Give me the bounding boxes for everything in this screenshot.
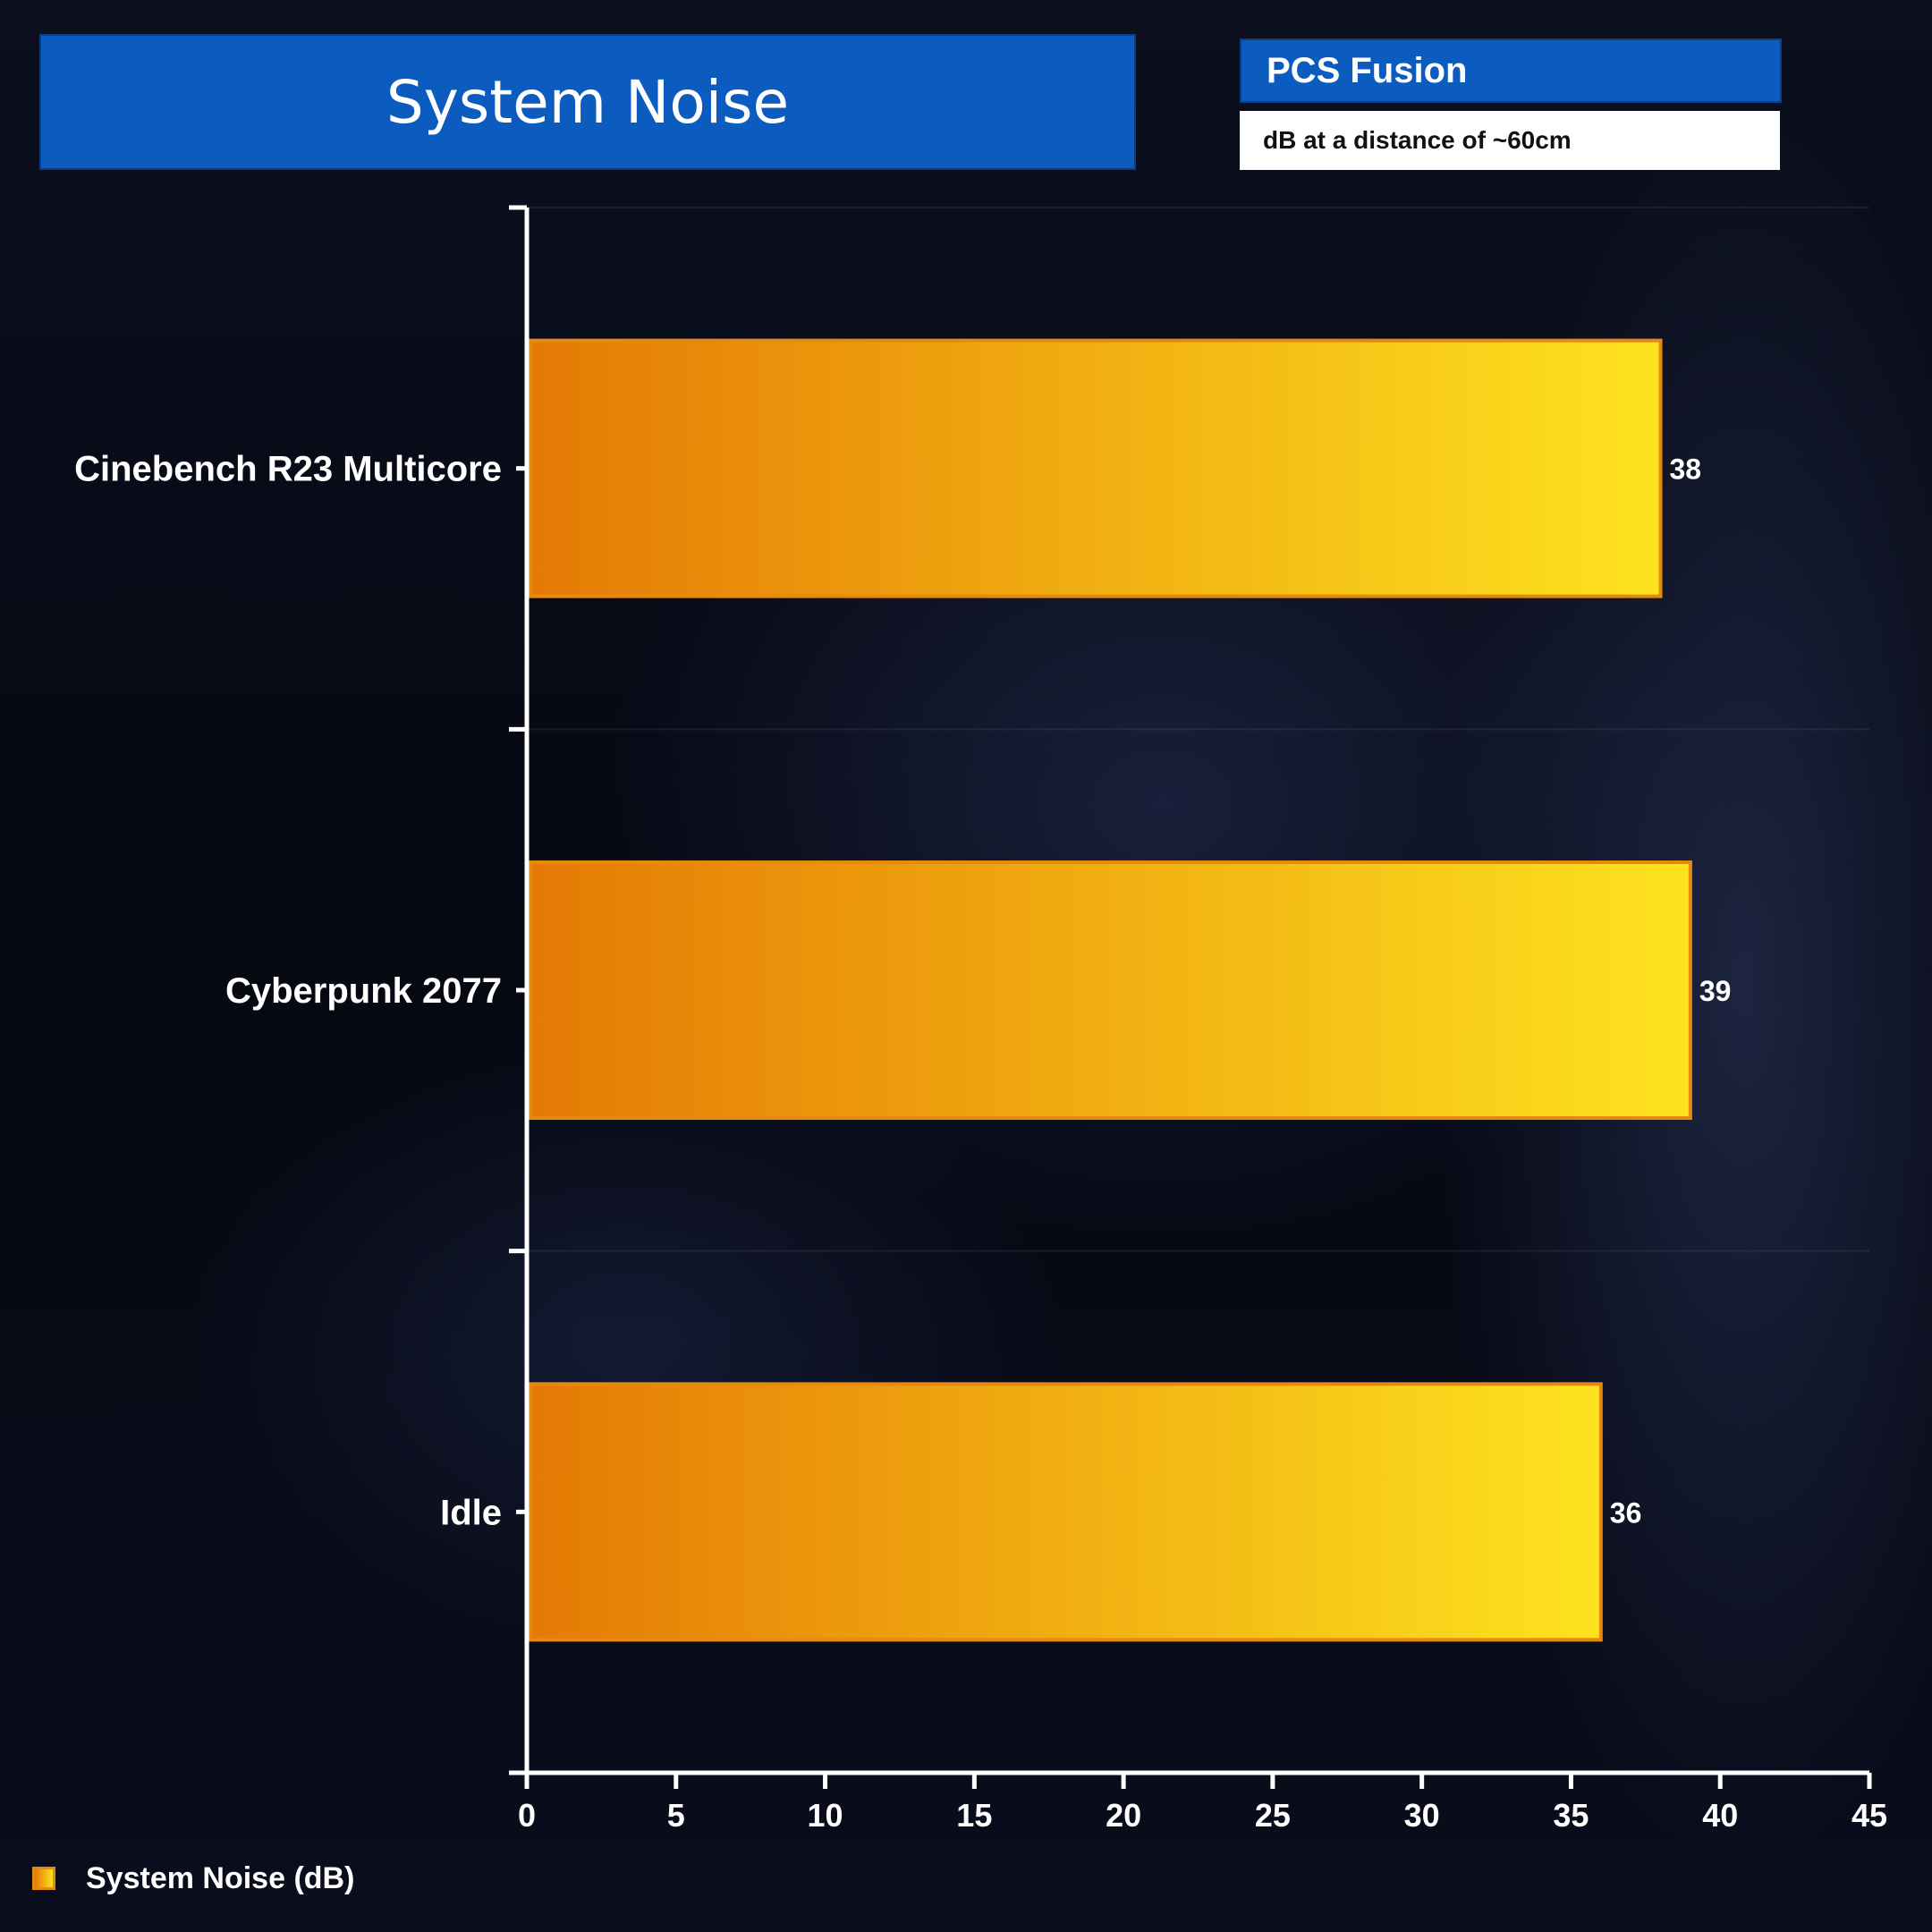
unit-note: dB at a distance of ~60cm <box>1263 126 1572 154</box>
unit-note-box: dB at a distance of ~60cm <box>1240 111 1780 170</box>
bar-value-label: 36 <box>1610 1496 1642 1529</box>
x-tick-label: 10 <box>808 1797 843 1834</box>
bar <box>529 338 1663 598</box>
category-label: Idle <box>440 1493 502 1532</box>
x-tick-label: 40 <box>1702 1797 1738 1834</box>
x-tick-label: 25 <box>1255 1797 1291 1834</box>
x-tick-label: 30 <box>1404 1797 1440 1834</box>
x-tick-label: 20 <box>1106 1797 1141 1834</box>
legend-label: System Noise (dB) <box>86 1860 355 1895</box>
category-label: Cinebench R23 Multicore <box>74 450 502 489</box>
product-name-box: PCS Fusion <box>1240 38 1782 103</box>
x-tick-label: 5 <box>667 1797 685 1834</box>
bar-value-label: 39 <box>1699 975 1732 1007</box>
x-tick-label: 35 <box>1553 1797 1589 1834</box>
legend: System Noise (dB) <box>32 1860 354 1896</box>
x-tick-label: 45 <box>1852 1797 1887 1834</box>
product-name: PCS Fusion <box>1267 50 1468 90</box>
category-label: Cyberpunk 2077 <box>225 971 502 1011</box>
legend-swatch <box>32 1867 55 1890</box>
bar <box>529 860 1692 1120</box>
bar-value-label: 38 <box>1670 453 1702 486</box>
chart-title-box: System Noise <box>39 34 1136 170</box>
x-tick-label: 15 <box>956 1797 992 1834</box>
chart-title: System Noise <box>386 67 790 137</box>
bar <box>529 1382 1603 1642</box>
x-tick-label: 0 <box>518 1797 536 1834</box>
